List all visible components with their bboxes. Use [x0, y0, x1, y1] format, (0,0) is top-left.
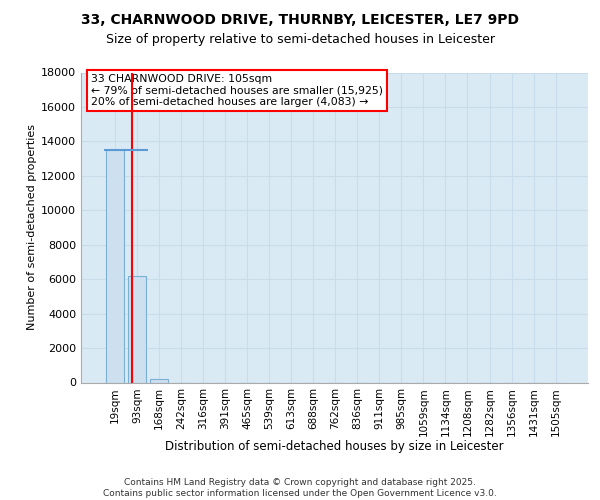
Bar [106, 150, 124, 382]
Bar [128, 276, 146, 382]
Text: 33 CHARNWOOD DRIVE: 105sqm
← 79% of semi-detached houses are smaller (15,925)
20: 33 CHARNWOOD DRIVE: 105sqm ← 79% of semi… [91, 74, 383, 108]
X-axis label: Distribution of semi-detached houses by size in Leicester: Distribution of semi-detached houses by … [165, 440, 504, 454]
Text: Size of property relative to semi-detached houses in Leicester: Size of property relative to semi-detach… [106, 32, 494, 46]
Y-axis label: Number of semi-detached properties: Number of semi-detached properties [27, 124, 37, 330]
Text: Contains HM Land Registry data © Crown copyright and database right 2025.
Contai: Contains HM Land Registry data © Crown c… [103, 478, 497, 498]
Text: 33, CHARNWOOD DRIVE, THURNBY, LEICESTER, LE7 9PD: 33, CHARNWOOD DRIVE, THURNBY, LEICESTER,… [81, 12, 519, 26]
Bar [150, 379, 169, 382]
